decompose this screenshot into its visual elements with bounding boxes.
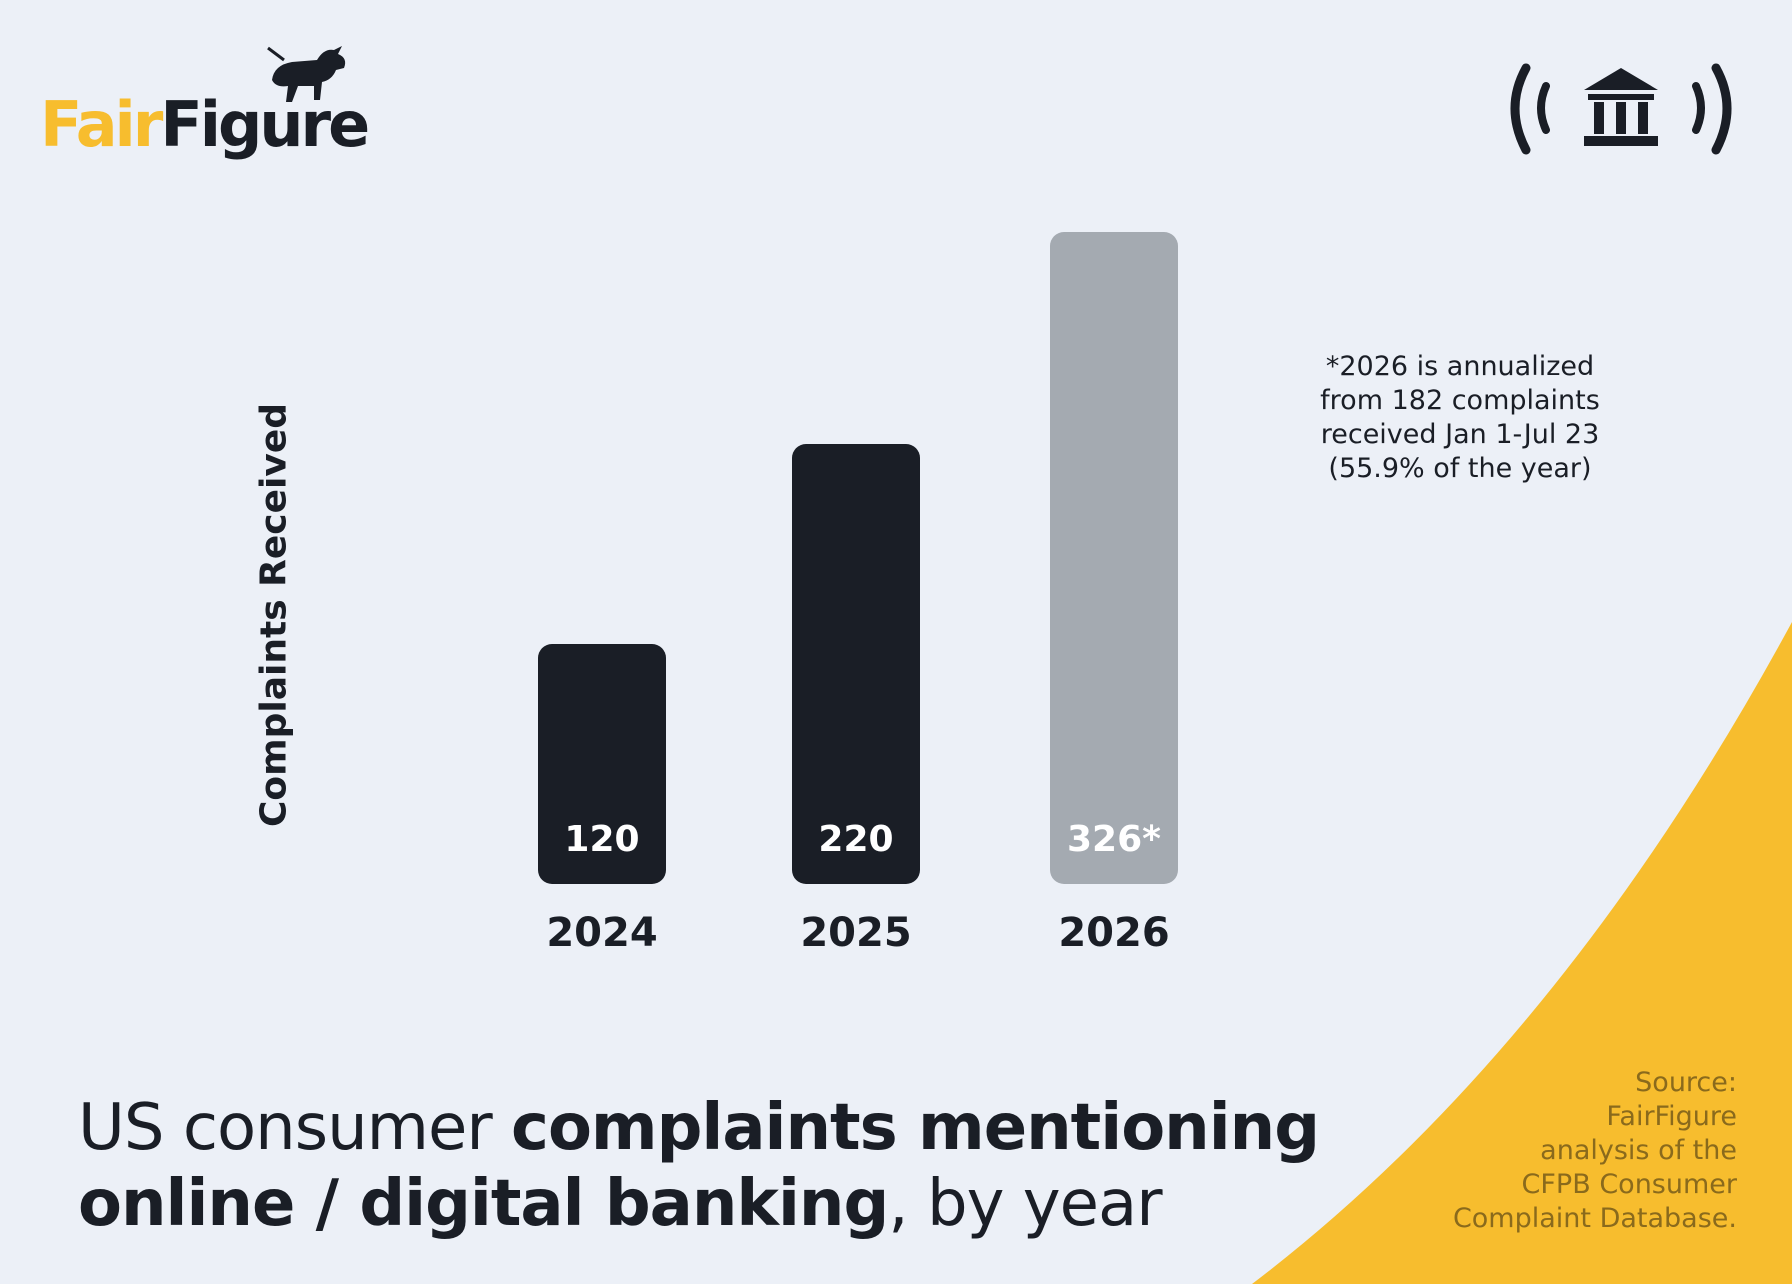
note-line: from 182 complaints xyxy=(1320,385,1600,416)
bull-icon xyxy=(267,46,346,102)
note-line: received Jan 1-Jul 23 xyxy=(1320,419,1600,450)
note-line: (55.9% of the year) xyxy=(1328,453,1592,484)
bar-2024 xyxy=(538,644,666,884)
x-tick-label-2024: 2024 xyxy=(546,910,657,956)
source-line: CFPB Consumer xyxy=(1521,1169,1737,1200)
note-line: *2026 is annualized xyxy=(1325,351,1595,382)
data-label-2024: 120 xyxy=(564,819,639,860)
title-part1: US consumer xyxy=(78,1091,511,1165)
logo-text-fair: Fair xyxy=(40,88,163,161)
chart-title: US consumer complaints mentioning online … xyxy=(78,1090,1320,1242)
title-part3: online / digital banking xyxy=(78,1167,889,1241)
annualization-note: *2026 is annualized from 182 complaints … xyxy=(1290,350,1630,486)
data-label-2025: 220 xyxy=(818,819,893,860)
title-part4: , by year xyxy=(888,1167,1162,1241)
bar-2026 xyxy=(1050,232,1178,884)
bar-chart: 120 2024 220 2025 326* 2026 xyxy=(538,232,1178,956)
online-bank-icon xyxy=(1510,63,1732,155)
bar-2025 xyxy=(792,444,920,884)
x-tick-label-2026: 2026 xyxy=(1058,910,1169,956)
source-line: Source: xyxy=(1635,1067,1737,1098)
source-line: Complaint Database. xyxy=(1452,1203,1737,1234)
x-tick-label-2025: 2025 xyxy=(800,910,911,956)
source-line: FairFigure xyxy=(1606,1101,1737,1132)
fairfigure-logo: FairFigure xyxy=(40,88,370,161)
source-note: Source: FairFigure analysis of the CFPB … xyxy=(1453,1066,1737,1236)
logo-text-figure: Figure xyxy=(160,88,370,161)
title-part2: complaints mentioning xyxy=(511,1091,1320,1165)
data-label-2026: 326* xyxy=(1067,819,1161,860)
source-line: analysis of the xyxy=(1540,1135,1737,1166)
